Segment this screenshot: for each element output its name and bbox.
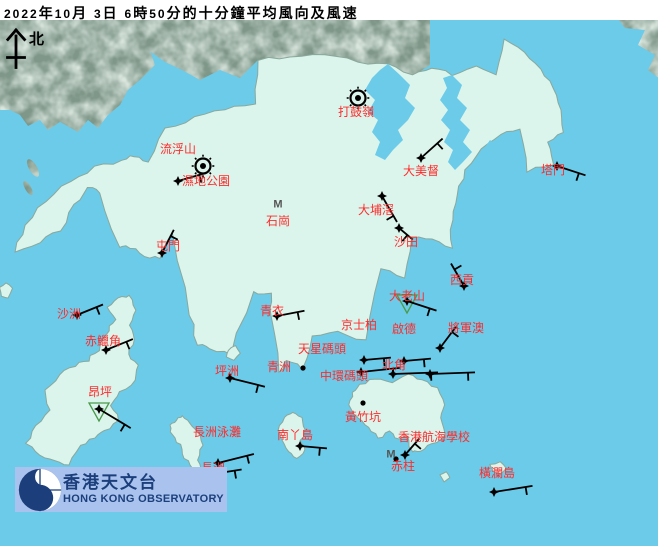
- svg-text:北: 北: [29, 31, 44, 48]
